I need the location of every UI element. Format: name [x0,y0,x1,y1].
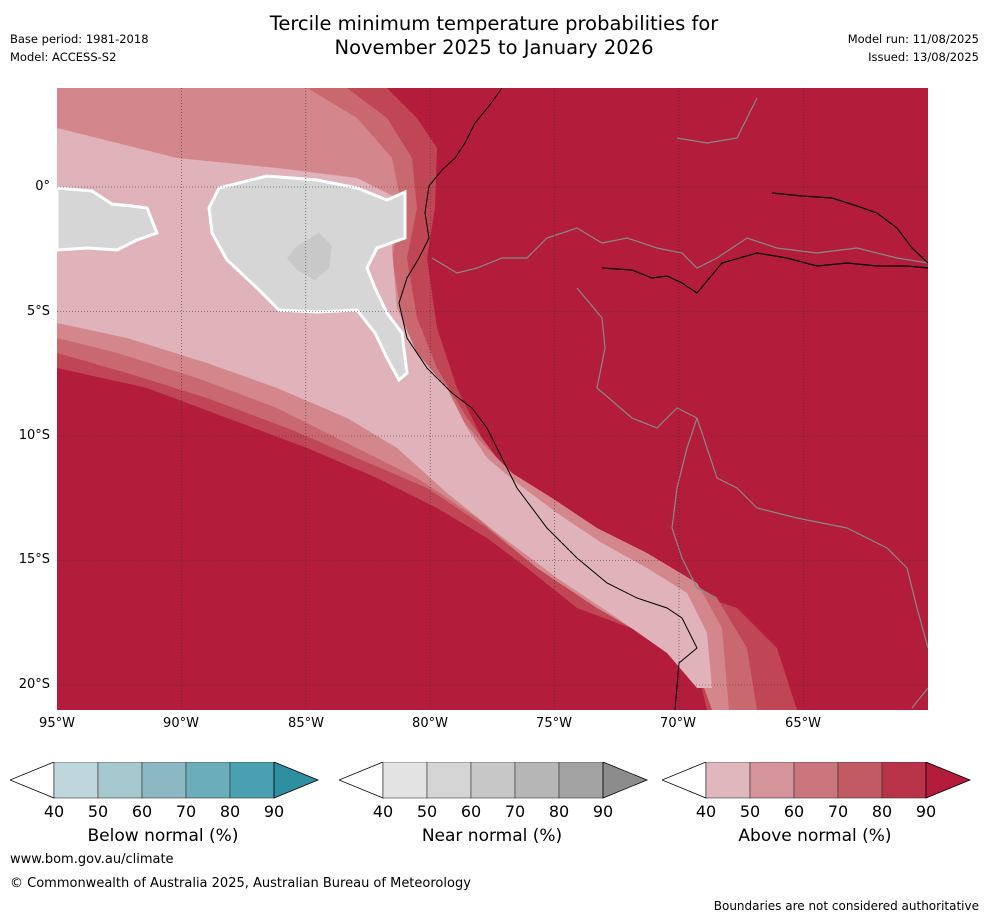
legend-swatch [141,761,187,799]
legend-tick-label: 40 [373,802,393,821]
title-line-1: Tercile minimum temperature probabilitie… [269,12,719,35]
base-period: Base period: 1981-2018 [10,32,149,46]
legend-swatch [382,761,428,799]
legend-tick-label: 80 [220,802,240,821]
legend-swatch [426,761,472,799]
lon-label-80w: 80°W [412,716,448,731]
legend-tick-label: 50 [417,802,437,821]
legend-near-colorbar: 40 50 60 70 80 90 [337,761,649,821]
lon-label-90w: 90°W [163,716,199,731]
legend-tick-label: 60 [784,802,804,821]
legend-extend-low [337,761,384,799]
graticule [57,88,928,710]
issued-date: Issued: 13/08/2025 [868,50,979,64]
lon-label-70w: 70°W [660,716,696,731]
legend-tick-label: 90 [916,802,936,821]
legend-swatch [470,761,516,799]
legend-tick-label: 40 [44,802,64,821]
legend-swatch [514,761,560,799]
model-name: Model: ACCESS-S2 [10,50,117,64]
title-line-2: November 2025 to January 2026 [334,36,654,59]
legend-extend-low [8,761,55,799]
legend-tick-label: 70 [828,802,848,821]
near-normal-60-region [207,174,409,383]
legend-extend-high [602,761,649,799]
legend-swatch [229,761,275,799]
country-borders [431,97,928,709]
legend-below-colorbar: 40 50 60 70 80 90 [8,761,320,821]
lon-label-85w: 85°W [288,716,324,731]
lat-label-5s: 5°S [26,304,50,319]
legend-extend-high [273,761,320,799]
legend-near-normal: 40 50 60 70 80 90 [337,761,649,826]
header-right: Model run: 11/08/2025 Issued: 13/08/2025 [848,30,979,66]
legend-swatch [837,761,883,799]
legend-tick-label: 90 [264,802,284,821]
near-normal-60-region-west [57,186,159,252]
legend-above-colorbar: 40 50 60 70 80 90 [660,761,972,821]
lat-label-0: 0° [35,179,50,194]
legend-tick-label: 70 [505,802,525,821]
legend-tick-label: 80 [872,802,892,821]
legend-swatch [705,761,751,799]
boundaries-disclaimer: Boundaries are not considered authoritat… [713,899,979,913]
legend-tick-label: 80 [549,802,569,821]
legend-extend-high [925,761,972,799]
legend-above-normal: 40 50 60 70 80 90 [660,761,972,826]
legend-swatch [793,761,839,799]
legend-tick-label: 70 [176,802,196,821]
legend-swatch [881,761,927,799]
legend-swatch [53,761,99,799]
legend-extend-low [660,761,707,799]
lat-label-15s: 15°S [18,552,50,567]
legend-tick-label: 90 [593,802,613,821]
amazon-river [601,192,928,294]
lat-label-20s: 20°S [18,677,50,692]
model-run: Model run: 11/08/2025 [847,32,979,46]
lon-label-65w: 65°W [785,716,821,731]
legend-tick-label: 60 [461,802,481,821]
legend-above-title: Above normal (%) [738,826,892,846]
legend-below-title: Below normal (%) [87,826,239,846]
header-left: Base period: 1981-2018 Model: ACCESS-S2 [10,30,149,66]
legend-tick-label: 40 [696,802,716,821]
legend-swatch [558,761,604,799]
near-normal-70-region [287,233,332,280]
legend-tick-label: 60 [132,802,152,821]
legend-tick-label: 50 [740,802,760,821]
legend-swatch [185,761,231,799]
map-title: Tercile minimum temperature probabilitie… [0,12,988,60]
copyright-notice: © Commonwealth of Australia 2025, Austra… [10,876,471,891]
legend-near-title: Near normal (%) [421,826,563,846]
legend-swatch [749,761,795,799]
legend-tick-label: 50 [88,802,108,821]
coastline [398,88,698,710]
website-link[interactable]: www.bom.gov.au/climate [10,852,174,867]
above-normal-50-region [57,128,712,688]
probability-map [57,88,928,710]
lon-label-95w: 95°W [39,716,75,731]
lat-label-10s: 10°S [18,428,50,443]
lon-label-75w: 75°W [536,716,572,731]
map-svg [57,88,928,710]
legend-below-normal: 40 50 60 70 80 90 [8,761,320,826]
legend-swatch [97,761,143,799]
